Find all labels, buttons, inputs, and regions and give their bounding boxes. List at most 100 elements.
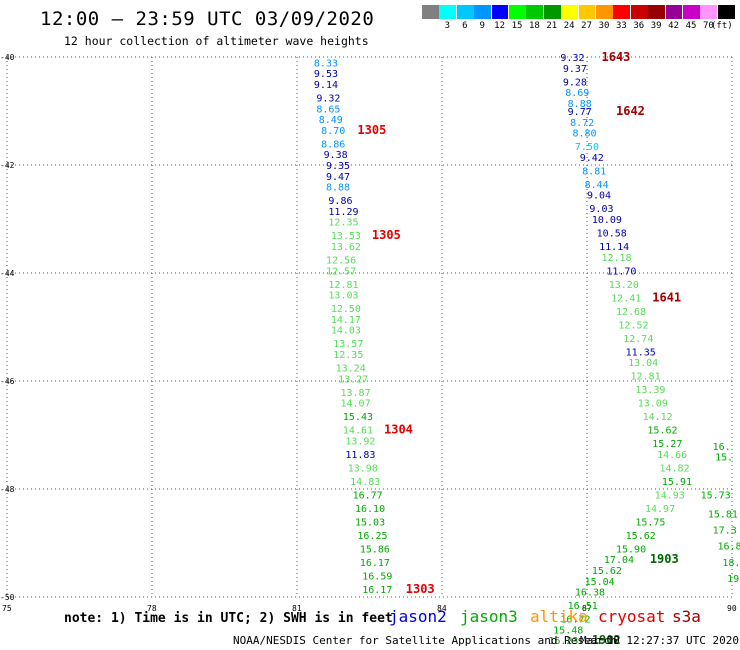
wave-height-value: 14.83 xyxy=(350,477,380,488)
wave-height-value: 9.04 xyxy=(587,191,611,202)
wave-height-value: 12.41 xyxy=(611,293,641,304)
x-tick-label: 81 xyxy=(292,604,302,613)
wave-height-value: 15.48 xyxy=(553,625,583,636)
wave-height-value: 13.27 xyxy=(338,374,368,385)
wave-height-value: 16.38 xyxy=(575,588,605,599)
wave-height-value: 9.53 xyxy=(314,69,338,80)
pass-id-label: 1641 xyxy=(652,290,681,304)
color-swatch-label: 24 xyxy=(563,21,575,31)
wave-height-value: 13.87 xyxy=(341,388,371,399)
wave-height-value: 12.81 xyxy=(328,280,358,291)
wave-height-value: 12.81 xyxy=(631,372,661,383)
wave-height-value: 13.24 xyxy=(336,364,366,375)
wave-height-value: 17.04 xyxy=(604,555,634,566)
wave-height-value: 13.53 xyxy=(331,231,361,242)
wave-height-value: 9.32 xyxy=(560,53,584,64)
wave-height-value: 8.88 xyxy=(326,183,350,194)
satellite-altika: altika xyxy=(530,607,588,626)
color-swatch xyxy=(474,5,492,19)
wave-height-value: 10.58 xyxy=(597,229,627,240)
color-swatch-label: 15 xyxy=(511,21,523,31)
color-swatch-label: 21 xyxy=(546,21,558,31)
wave-height-value: 9.47 xyxy=(326,172,350,183)
color-swatch xyxy=(630,5,648,19)
wave-height-value: 11.70 xyxy=(606,266,636,277)
wave-height-value: 9.77 xyxy=(568,107,592,118)
satellite-s3a: s3a xyxy=(672,607,701,626)
wave-height-value: 13.04 xyxy=(628,358,658,369)
wave-height-value: 8.65 xyxy=(316,104,340,115)
generated-timestamp: Mar 10 12:27:37 UTC 2020 xyxy=(580,634,739,647)
color-swatch-label: 39 xyxy=(650,21,662,31)
satellite-jason3: jason3 xyxy=(460,607,518,626)
footer-note: note: 1) Time is in UTC; 2) SWH is in fe… xyxy=(64,611,393,626)
wave-height-value: 18. xyxy=(722,558,740,569)
pass-id-label: 1903 xyxy=(650,552,679,566)
wave-height-value: 15.43 xyxy=(343,412,373,423)
wave-height-value: 15.62 xyxy=(592,566,622,577)
pass-id-label: 1305 xyxy=(372,228,401,242)
wave-height-value: 8.86 xyxy=(321,139,345,150)
wave-height-value: 16.25 xyxy=(357,531,387,542)
wave-height-value: 8.70 xyxy=(321,126,345,137)
wave-height-value: 14.12 xyxy=(643,412,673,423)
y-tick-label: -42 xyxy=(0,161,15,170)
plot-grid xyxy=(6,56,733,598)
wave-height-value: 12.52 xyxy=(618,320,648,331)
color-swatch-label: 30 xyxy=(598,21,610,31)
wave-height-value: 8.80 xyxy=(573,129,597,140)
wave-height-value: 16. xyxy=(713,442,731,453)
pass-id-label: 1304 xyxy=(384,423,413,437)
wave-height-value: 9.35 xyxy=(326,161,350,172)
wave-height-value: 15.62 xyxy=(647,426,677,437)
wave-height-value: 15.62 xyxy=(626,531,656,542)
wave-height-value: 19 xyxy=(727,574,739,585)
color-swatch xyxy=(596,5,613,19)
wave-height-value: 12.68 xyxy=(616,307,646,318)
color-swatch-label: 12 xyxy=(494,21,506,31)
wave-height-value: 14.93 xyxy=(655,490,685,501)
pass-id-label: 1303 xyxy=(406,582,435,596)
color-swatch-label: 3 xyxy=(444,21,451,31)
wave-height-value: 13.92 xyxy=(345,436,375,447)
wave-height-value: 9.14 xyxy=(314,80,338,91)
wave-height-value: 13.62 xyxy=(331,242,361,253)
wave-height-value: 12.35 xyxy=(328,218,358,229)
wave-height-value: 15.75 xyxy=(635,517,665,528)
color-swatch xyxy=(526,5,544,19)
wave-height-value: 13.57 xyxy=(333,339,363,350)
wave-height-value: 14.61 xyxy=(343,426,373,437)
wave-height-value: 11.29 xyxy=(328,207,358,218)
wave-height-value: 10.09 xyxy=(592,215,622,226)
x-tick-label: 87 xyxy=(582,604,592,613)
satellite-jason2: jason2 xyxy=(389,607,447,626)
color-swatch-label: 9 xyxy=(479,21,485,31)
wave-height-value: 13.98 xyxy=(348,463,378,474)
color-swatch-label: 45 xyxy=(685,21,697,31)
pass-id-label: 1902 xyxy=(592,633,621,647)
wave-height-value: 13.03 xyxy=(328,291,358,302)
wave-height-value: 16.8 xyxy=(718,542,740,553)
satellite-cryosat: cryosat xyxy=(598,607,666,626)
wave-height-value: 16.10 xyxy=(355,504,385,515)
color-swatch-label: 18 xyxy=(528,21,540,31)
wave-height-value: 14.03 xyxy=(331,326,361,337)
color-swatch-label: 6 xyxy=(462,21,468,31)
color-swatch-label: 42 xyxy=(668,21,680,31)
x-tick-label: 84 xyxy=(437,604,447,613)
credit-text: NOAA/NESDIS Center for Satellite Applica… xyxy=(233,634,618,647)
axis-tick-labels: -40 -42 -44 -46 -48 -50 75 78 81 84 87 90 xyxy=(0,53,737,613)
wave-height-value: 13.09 xyxy=(638,399,668,410)
color-swatch xyxy=(561,5,579,19)
wave-height-value: 9.86 xyxy=(328,196,352,207)
wave-height-value: 15. xyxy=(715,453,733,464)
wave-height-value: 17.3 xyxy=(713,526,737,537)
wave-height-value: 16.59 xyxy=(362,571,392,582)
wave-height-value: 16.72 xyxy=(560,615,590,626)
wave-height-labels: 8.339.539.149.328.658.498.70 13058.869.38… xyxy=(314,50,740,647)
wave-height-value: 12.56 xyxy=(326,256,356,267)
pass-id-label: 1643 xyxy=(602,50,631,64)
color-swatch-label: 33 xyxy=(615,21,627,31)
color-swatch xyxy=(700,5,718,19)
